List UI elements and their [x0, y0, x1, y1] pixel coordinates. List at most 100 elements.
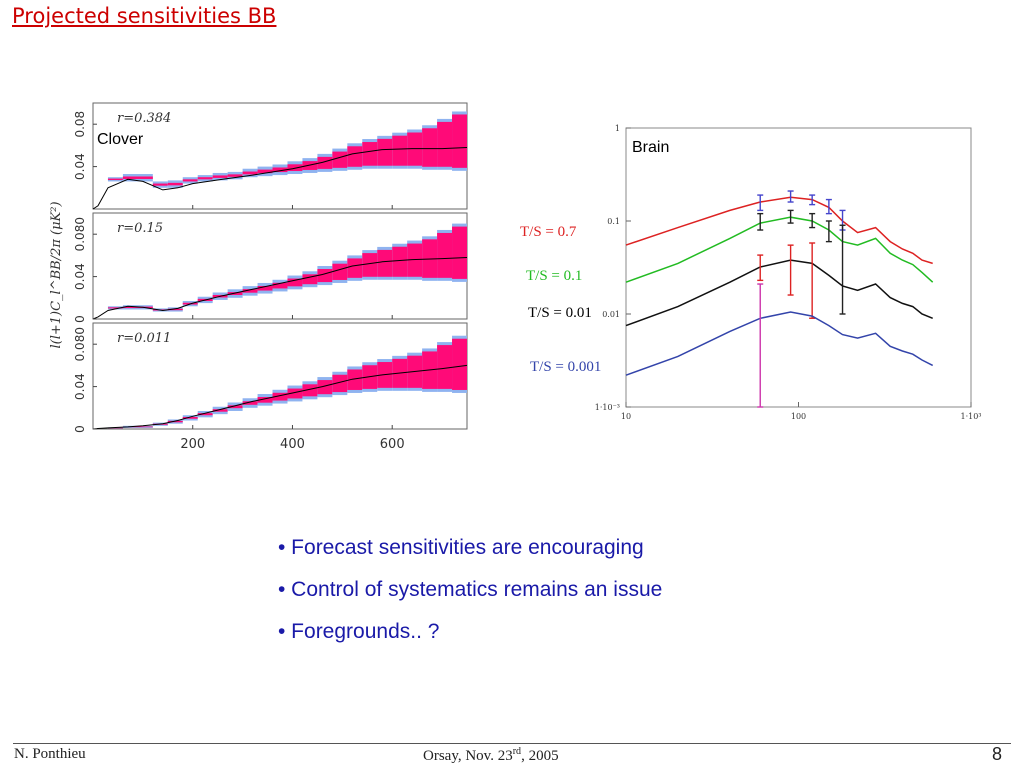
clover-bin-band — [437, 121, 453, 167]
clover-x-tick-label: 200 — [180, 437, 205, 452]
clover-bin-band — [422, 128, 438, 167]
clover-bin-band — [182, 416, 198, 419]
footer-divider — [13, 743, 1011, 744]
footer-venue-sup: rd — [512, 746, 522, 757]
footer-venue-suffix: , 2005 — [521, 748, 559, 764]
clover-x-tick-label: 600 — [380, 437, 405, 452]
clover-bin-band — [242, 171, 258, 175]
clover-bin-band — [452, 338, 467, 390]
clover-panel-label: r=0.011 — [117, 331, 171, 346]
clover-bin-band — [347, 369, 363, 390]
brain-y-tick-label: 0.1 — [607, 217, 620, 226]
clover-bin-band — [242, 401, 258, 405]
clover-panel-label: r=0.384 — [117, 111, 171, 126]
clover-bin-band — [107, 178, 123, 181]
brain-x-tick-label: 10 — [621, 412, 631, 421]
clover-bin-band — [302, 274, 318, 285]
clover-bin-band — [362, 142, 378, 166]
clover-bin-band — [212, 175, 228, 178]
clover-model-line — [92, 364, 468, 430]
brain-x-tick-label: 100 — [791, 412, 806, 421]
clover-bin-band — [257, 397, 273, 403]
clover-panel-label: r=0.15 — [117, 221, 163, 236]
clover-bin-band — [287, 164, 303, 172]
footer-venue: Orsay, Nov. 23rd, 2005 — [423, 746, 559, 765]
clover-bin-band — [167, 182, 183, 186]
clover-bin-band — [197, 413, 213, 416]
page-number: 8 — [991, 744, 1002, 764]
clover-bin-band — [257, 169, 273, 174]
clover-bin-band — [167, 308, 183, 311]
clover-bin-band — [287, 278, 303, 287]
brain-y-tick-label: 0.01 — [602, 310, 620, 319]
clover-bin-band — [272, 167, 288, 173]
clover-bin-band — [317, 380, 333, 395]
clover-bin-band — [212, 409, 228, 412]
bullet-list: • Forecast sensitivities are encouraging… — [278, 536, 662, 662]
footer-author: N. Ponthieu — [14, 746, 86, 762]
clover-bin-band — [242, 289, 258, 293]
clover-bin-band — [392, 135, 408, 166]
clover-bin-band — [317, 156, 333, 169]
clover-bin-band — [332, 151, 348, 168]
clover-bin-band — [347, 258, 363, 278]
clover-bin-band — [437, 345, 453, 389]
clover-y-tick-label: 0.04 — [73, 373, 87, 400]
bullet-item: • Foregrounds.. ? — [278, 620, 440, 643]
clover-bin-band — [122, 176, 153, 179]
brain-chart: 1 0.1 0.01 1·10⁻³ 10 100 1·10³ Brain — [583, 118, 993, 433]
clover-x-tick-label: 400 — [280, 437, 305, 452]
clover-bin-band — [392, 246, 408, 277]
clover-bin-band — [182, 179, 198, 182]
clover-bin-band — [332, 374, 348, 393]
clover-bin-band — [437, 232, 453, 278]
clover-bin-band — [272, 392, 288, 401]
clover-y-tick-label: 0.080 — [73, 217, 87, 251]
bullet-item: • Forecast sensitivities are encouraging — [278, 536, 644, 559]
brain-series-label: T/S = 0.7 — [520, 224, 577, 240]
clover-bin-band — [452, 226, 467, 279]
clover-bin-band — [407, 132, 423, 166]
clover-y-axis-label: l(l+1)C_l^BB/2π (μK²) — [49, 201, 64, 348]
clover-bin-band — [107, 307, 123, 309]
clover-bin-band — [377, 138, 393, 166]
clover-bin-band — [167, 420, 183, 423]
clover-bin-band — [227, 174, 243, 177]
clover-bin-band — [347, 146, 363, 167]
clover-bin-band — [227, 405, 243, 409]
clover-bin-band — [152, 183, 168, 186]
bullet-item: • Control of systematics remains an issu… — [278, 578, 663, 601]
clover-svg: 0.04 0.08 r=0.384 0 0.04 0.080 r=0.15 0 0.04 0.08… — [49, 102, 468, 452]
brain-y-tick-label: 1 — [615, 124, 620, 133]
slide-title: Projected sensitivities BB — [12, 4, 277, 28]
clover-bin-band — [272, 282, 288, 289]
clover-y-tick-label: 0 — [73, 425, 87, 433]
brain-y-tick-label: 1·10⁻³ — [595, 403, 620, 412]
clover-label: Clover — [97, 131, 144, 148]
clover-model-line — [92, 257, 468, 320]
clover-bin-band — [377, 249, 393, 277]
clover-bin-band — [362, 253, 378, 277]
clover-chart: 0.04 0.08 r=0.384 0 0.04 0.080 r=0.15 0 0.04 0.08… — [40, 95, 480, 460]
brain-x-tick-label: 1·10³ — [960, 412, 981, 421]
clover-y-tick-label: 0 — [73, 315, 87, 323]
footer-venue-prefix: Orsay, Nov. 23 — [423, 748, 513, 764]
clover-bin-band — [257, 285, 273, 291]
clover-y-tick-label: 0.04 — [73, 263, 87, 290]
brain-svg: 1 0.1 0.01 1·10⁻³10 100 1·10³ Brain — [595, 124, 982, 421]
brain-series-line — [625, 259, 933, 327]
clover-bin-band — [407, 243, 423, 277]
clover-bin-band — [227, 292, 243, 295]
clover-model-line — [92, 147, 468, 210]
brain-series-label: T/S = 0.1 — [526, 268, 582, 284]
brain-series-line — [625, 311, 934, 376]
clover-bin-band — [287, 388, 303, 399]
clover-bin-band — [332, 263, 348, 280]
clover-y-tick-label: 0.04 — [73, 153, 87, 180]
clover-bin-band — [122, 426, 153, 428]
clover-bin-band — [302, 384, 318, 397]
clover-y-tick-label: 0.080 — [73, 327, 87, 361]
clover-bin-band — [452, 114, 467, 168]
brain-label: Brain — [632, 139, 669, 156]
brain-frame — [625, 127, 972, 408]
